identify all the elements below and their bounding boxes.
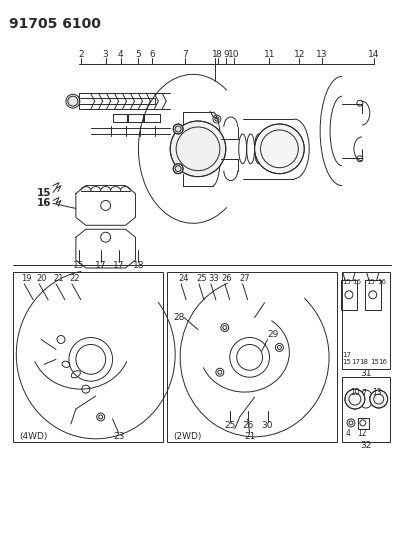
Text: 20: 20	[36, 274, 47, 284]
Text: 29: 29	[268, 330, 279, 339]
Circle shape	[255, 124, 304, 174]
Text: 26: 26	[242, 422, 253, 430]
Text: 7: 7	[362, 389, 366, 398]
Text: 17: 17	[351, 359, 360, 365]
Bar	[13, 272, 163, 442]
Text: 15: 15	[343, 359, 351, 365]
Text: 15: 15	[366, 279, 375, 285]
Text: 9: 9	[223, 50, 228, 59]
Text: 2: 2	[78, 50, 84, 59]
Text: 10: 10	[228, 50, 240, 59]
Text: 30: 30	[262, 422, 273, 430]
Text: 31: 31	[360, 369, 371, 378]
Text: 8: 8	[215, 50, 221, 59]
Text: 17: 17	[113, 261, 124, 270]
Text: 12: 12	[357, 429, 367, 438]
Circle shape	[370, 390, 388, 408]
Text: 27: 27	[240, 274, 250, 284]
Text: 6: 6	[149, 50, 155, 59]
Text: 4: 4	[345, 429, 350, 438]
Text: 15: 15	[37, 188, 51, 198]
Text: 32: 32	[360, 441, 371, 450]
Text: 16: 16	[377, 279, 386, 285]
Text: 15: 15	[370, 359, 379, 365]
Text: 17: 17	[343, 352, 351, 358]
Text: 4: 4	[118, 50, 124, 59]
Text: 11: 11	[264, 50, 275, 59]
Bar	[342, 272, 390, 369]
Text: 16: 16	[378, 359, 387, 365]
Text: (2WD): (2WD)	[173, 432, 202, 441]
Text: 19: 19	[21, 274, 32, 284]
Circle shape	[173, 124, 183, 134]
Text: 25: 25	[224, 422, 236, 430]
Circle shape	[66, 94, 80, 108]
Text: 18: 18	[133, 261, 144, 270]
Circle shape	[345, 389, 365, 409]
Text: 18: 18	[359, 359, 368, 365]
Text: 26: 26	[222, 274, 232, 284]
Text: 12: 12	[293, 50, 305, 59]
Text: (4WD): (4WD)	[19, 432, 48, 441]
Bar	[167, 272, 337, 442]
Text: 21: 21	[53, 274, 63, 284]
Text: 21: 21	[244, 432, 255, 441]
Text: 14: 14	[368, 50, 379, 59]
Text: 33: 33	[208, 274, 219, 284]
Text: 3: 3	[103, 50, 109, 59]
Text: 24: 24	[178, 274, 188, 284]
Text: 15: 15	[343, 279, 351, 285]
Text: 91705 6100: 91705 6100	[10, 17, 101, 31]
Text: 16: 16	[37, 198, 51, 208]
Circle shape	[170, 121, 226, 176]
Text: 17: 17	[95, 261, 107, 270]
Text: 22: 22	[69, 274, 80, 284]
Text: 15: 15	[73, 261, 85, 270]
Text: 23: 23	[113, 432, 124, 441]
Text: 25: 25	[196, 274, 207, 284]
Text: 1: 1	[212, 50, 218, 59]
Text: 16: 16	[352, 279, 362, 285]
Text: 13: 13	[372, 387, 382, 397]
Bar	[342, 377, 390, 442]
Text: 28: 28	[173, 313, 185, 322]
Text: 10: 10	[350, 387, 360, 397]
Text: 7: 7	[182, 50, 188, 59]
Text: 13: 13	[316, 50, 328, 59]
Circle shape	[173, 164, 183, 174]
Text: 5: 5	[135, 50, 141, 59]
